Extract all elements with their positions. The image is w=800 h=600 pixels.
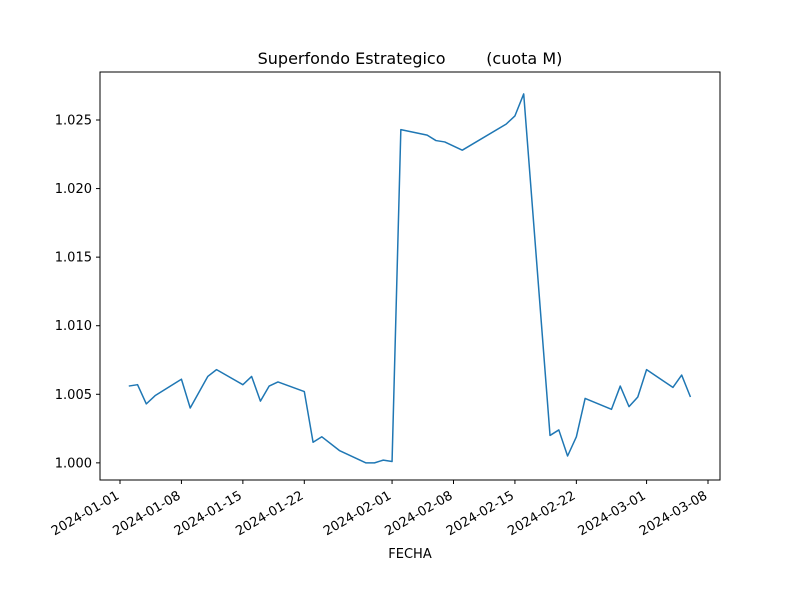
y-axis: 1.000 1.005 1.010 1.015 1.020 1.025 bbox=[55, 114, 100, 471]
plot-frame bbox=[99, 71, 721, 481]
y-tick-label: 1.010 bbox=[55, 319, 92, 334]
chart-title: Superfondo Estrategico (cuota M) bbox=[258, 49, 563, 68]
series-line-0 bbox=[128, 93, 692, 464]
y-tick-label: 1.020 bbox=[55, 182, 92, 197]
plot-area bbox=[128, 93, 692, 464]
y-tick-label: 1.015 bbox=[55, 251, 92, 266]
y-tick-label: 1.000 bbox=[55, 456, 92, 471]
y-tick-label: 1.005 bbox=[55, 388, 92, 403]
y-tick-label: 1.025 bbox=[55, 114, 92, 129]
x-axis-label: FECHA bbox=[388, 547, 432, 562]
